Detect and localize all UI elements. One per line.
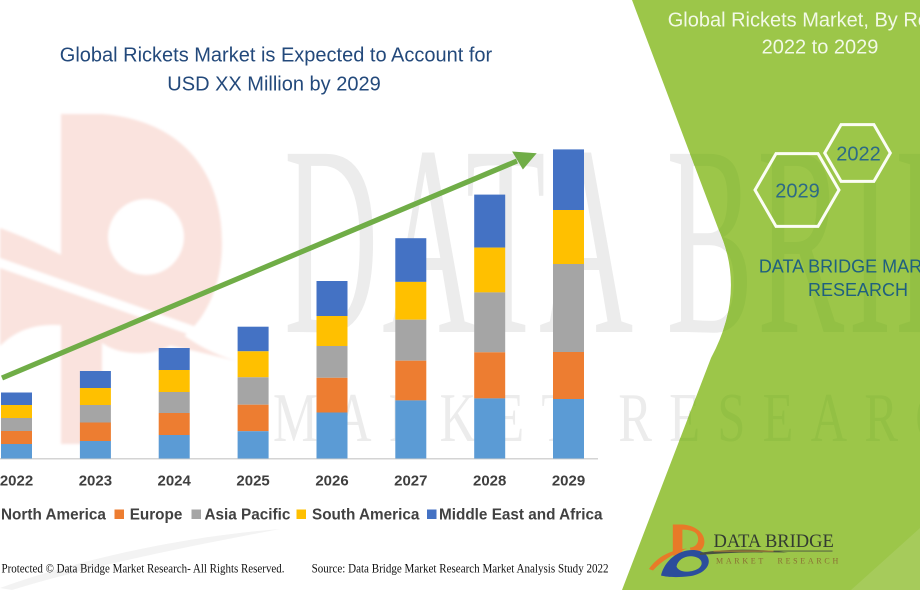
- svg-text:DATA BRIDGE: DATA BRIDGE: [714, 532, 834, 552]
- svg-text:2029: 2029: [552, 473, 585, 490]
- svg-text:2026: 2026: [315, 473, 348, 490]
- svg-text:2022: 2022: [836, 144, 881, 166]
- svg-text:Asia Pacific: Asia Pacific: [205, 507, 291, 524]
- svg-text:USD XX Million by 2029: USD XX Million by 2029: [167, 74, 380, 96]
- svg-text:Protected © Data Bridge Market: Protected © Data Bridge Market Research-…: [2, 562, 285, 576]
- svg-text:MARKET RESEARCH: MARKET RESEARCH: [716, 557, 841, 566]
- svg-text:RESEARCH: RESEARCH: [808, 280, 908, 300]
- svg-text:South America: South America: [312, 507, 420, 524]
- svg-text:2023: 2023: [79, 473, 112, 490]
- svg-text:Global Rickets Market is Expec: Global Rickets Market is Expected to Acc…: [60, 45, 493, 67]
- svg-text:Source: Data Bridge Market Res: Source: Data Bridge Market Research Mark…: [312, 562, 609, 576]
- svg-text:2029: 2029: [775, 181, 820, 203]
- svg-text:2025: 2025: [236, 473, 269, 490]
- svg-text:North America: North America: [1, 507, 106, 524]
- svg-text:Middle East and Africa: Middle East and Africa: [439, 507, 603, 524]
- svg-text:2027: 2027: [394, 473, 427, 490]
- svg-text:2028: 2028: [473, 473, 506, 490]
- svg-text:2024: 2024: [158, 473, 192, 490]
- svg-text:Global Rickets Market, By Regi: Global Rickets Market, By Region,: [668, 10, 920, 32]
- svg-text:2022 to 2029: 2022 to 2029: [762, 37, 879, 59]
- svg-text:DATA BRIDGE MARKET: DATA BRIDGE MARKET: [759, 257, 920, 277]
- svg-text:Europe: Europe: [130, 507, 183, 524]
- svg-text:2022: 2022: [0, 473, 33, 490]
